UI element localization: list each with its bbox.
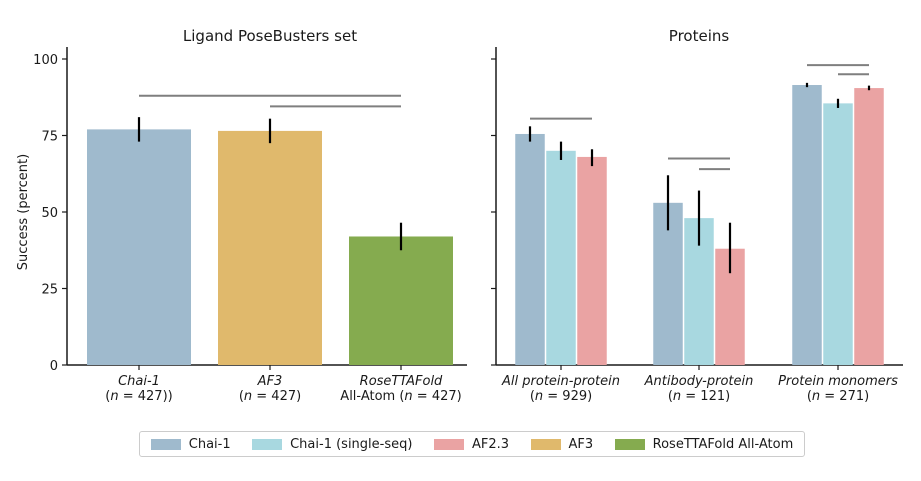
bar-chai-1 [515,133,545,365]
bar-af2-3 [854,88,884,365]
y-tick-label: 50 [41,206,58,221]
panel-proteins: Proteins All protein-protein (n = 929) Anti… [491,27,903,404]
bar-chai-1-single-seq [823,103,853,366]
legend-label-chai-1: Chai-1 [188,436,231,452]
chart-title: Ligand PoseBusters set [183,27,357,45]
legend-swatch-chai-1 [150,438,181,450]
legend-item-chai-1: Chai-1 [150,436,231,452]
y-tick-label: 75 [41,130,58,145]
bar-chai-1 [792,85,822,365]
legend-item-af3: AF3 [530,436,594,452]
y-tick-label: 100 [33,53,58,68]
legend-swatch-af3 [530,438,561,450]
legend-swatch-rosettafold-all-atom [614,438,645,450]
legend-label-af3: AF3 [568,436,594,452]
bar-af2-3 [577,156,607,365]
bar-chai-1-single-seq [546,150,576,365]
y-axis-label: Success (percent) [16,154,31,270]
legend-item-af2-3: AF2.3 [433,436,509,452]
y-tick-label: 0 [50,359,58,374]
legend-item-chai-1-single-seq: Chai-1 (single-seq) [252,437,412,452]
x-tick-label: All protein-protein (n = 929) [501,374,620,404]
legend-label-af2-3: AF2.3 [471,436,509,452]
bar-rosettafold-all-atom [349,236,453,365]
bar-af3 [218,130,322,365]
x-tick-label: Chai-1 (n = 427)) [105,374,172,404]
bar-chai-1 [87,129,191,365]
legend-label-chai-1-single-seq: Chai-1 (single-seq) [290,436,413,452]
legend-swatch-af2-3 [433,438,464,450]
x-tick-label: AF3 (n = 427) [239,374,301,404]
y-tick-label: 25 [41,283,58,298]
x-tick-label: Antibody-protein (n = 121) [644,374,754,404]
legend-item-rosettafold-all-atom: RoseTTAFold All-Atom [614,436,794,452]
legend: Chai-1 Chai-1 (single-seq) AF2.3 AF3 Ros… [139,431,805,457]
figure: Ligand PoseBusters set 0 25 50 75 100 Success … [16,27,903,404]
panel-ligand: Ligand PoseBusters set 0 25 50 75 100 Success … [16,27,467,404]
x-tick-label: Protein monomers (n = 271) [778,374,898,404]
chart-title: Proteins [669,27,730,45]
x-tick-label: RoseTTAFold All-Atom (n = 427) [340,374,461,404]
legend-label-rosettafold-all-atom: RoseTTAFold All-Atom [652,436,794,452]
legend-swatch-chai-1-single-seq [252,438,283,450]
